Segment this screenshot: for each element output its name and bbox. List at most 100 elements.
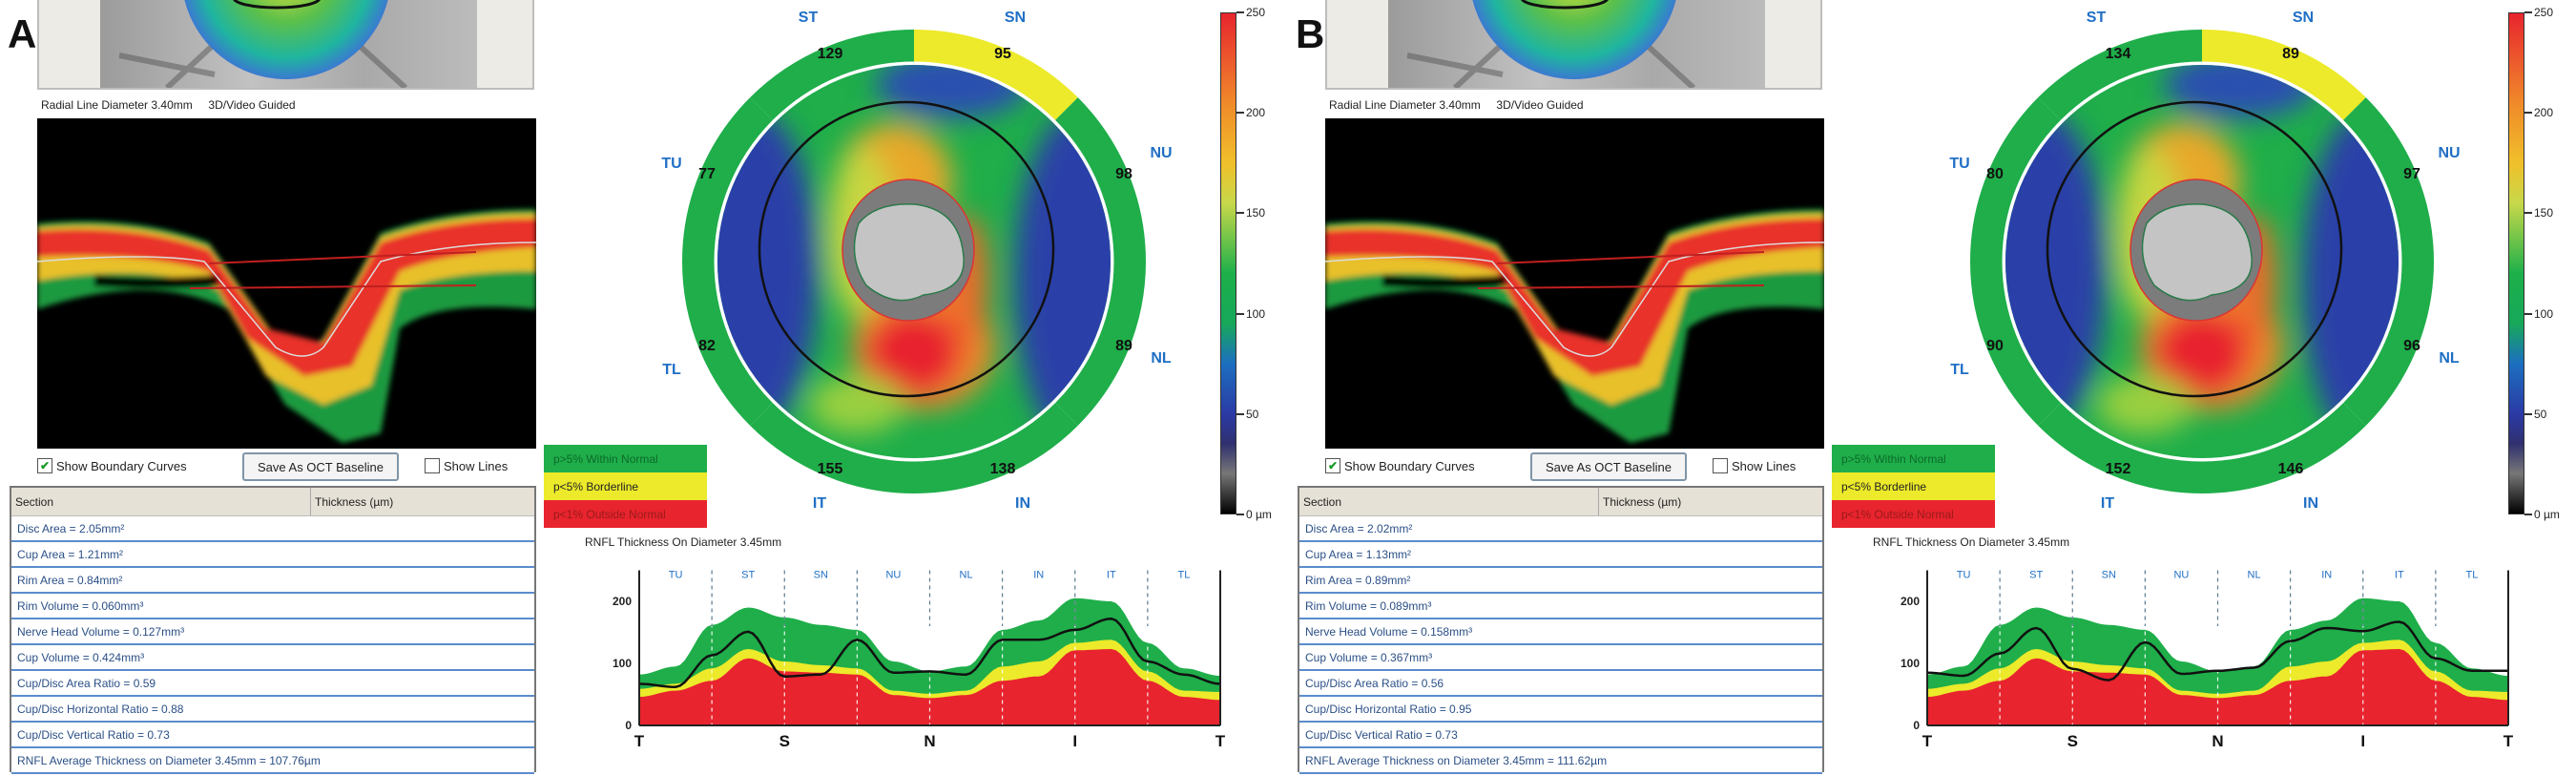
sector-value-tu: 77 [698,166,716,182]
section-label-st: ST [2029,569,2043,580]
table-row[interactable]: Rim Volume = 0.089mm³ [1299,594,1822,619]
sector-tu-band [682,97,775,262]
checkbox-unchecked-icon[interactable] [1713,458,1728,473]
y-tick-label: 200 [613,595,632,608]
normative-band-p1 [1927,649,2508,725]
x-tick-label: S [2067,732,2078,750]
table-row[interactable]: Cup/Disc Vertical Ratio = 0.73 [1299,723,1822,748]
save-as-oct-baseline-button[interactable]: Save As OCT Baseline [1530,452,1687,481]
y-tick-label: 200 [1901,595,1920,608]
rnfl-thickness-map [1946,0,2462,530]
table-row[interactable]: Rim Area = 0.89mm² [1299,568,1822,594]
show-boundary-curves-checkbox[interactable]: ✔ Show Boundary Curves [1325,458,1475,473]
boundary-curve [37,241,536,357]
sector-sn-band [913,30,1078,122]
show-boundary-curves-label: Show Boundary Curves [56,458,187,473]
sector-label-st: ST [2086,10,2107,26]
scan-caption: Radial Line Diameter 3.40mm 3D/Video Gui… [41,98,296,112]
sector-value-nl: 96 [2403,338,2420,354]
sector-nl-band [2341,261,2434,426]
section-label-nu: NU [2173,569,2189,580]
sector-st-band [750,30,915,122]
sector-value-st: 134 [2105,46,2131,62]
show-lines-label: Show Lines [1732,458,1797,473]
sector-it-band [2038,401,2203,493]
table-row[interactable]: Disc Area = 2.05mm² [11,516,534,542]
table-header: Section Thickness (µm) [11,488,534,516]
sector-value-tl: 90 [1986,338,2004,354]
show-boundary-curves-checkbox[interactable]: ✔ Show Boundary Curves [37,458,187,473]
column-header-section: Section [1299,488,1599,515]
table-row[interactable]: RNFL Average Thickness on Diameter 3.45m… [1299,748,1822,774]
sector-value-it: 155 [817,461,843,477]
disc-outline [233,0,321,10]
show-lines-checkbox[interactable]: Show Lines [425,458,508,473]
sector-value-it: 152 [2105,461,2131,477]
measured-thickness-line [1926,620,2508,682]
section-label-it: IT [2395,569,2404,580]
x-tick-label: N [2212,732,2223,750]
legend-item: p>5% Within Normal [1832,445,1995,472]
thickness-heatmap [717,65,1111,458]
significance-legend: p>5% Within Normal p<5% Borderline p<1% Ou… [544,445,707,528]
checkbox-unchecked-icon[interactable] [425,458,440,473]
sector-label-nu: NU [2438,145,2461,161]
measured-thickness-line [638,617,1221,688]
column-header-thickness: Thickness (µm) [1603,494,1682,509]
show-lines-checkbox[interactable]: Show Lines [1713,458,1796,473]
x-tick-label: T [1922,732,1933,750]
x-tick-label: S [779,732,790,750]
ring-divider [2002,61,2402,462]
table-row[interactable]: Cup Area = 1.13mm² [1299,542,1822,568]
sector-label-in: IN [1015,495,1030,512]
table-row[interactable]: Cup/Disc Area Ratio = 0.56 [1299,671,1822,697]
x-tick-label: T [634,732,645,750]
panel-a: A Radial Line Diameter 3.40mm 3D/Video Gu… [0,0,1288,774]
colorbar-tick-label: 50 [1246,407,1259,421]
sector-label-it: IT [2100,495,2115,512]
table-row[interactable]: RNFL Average Thickness on Diameter 3.45m… [11,748,534,774]
thickness-colorbar [1220,12,1236,514]
section-label-tu: TU [1957,569,1971,580]
y-tick-label: 0 [1913,719,1920,732]
table-row[interactable]: Disc Area = 2.02mm² [1299,516,1822,542]
table-row[interactable]: Nerve Head Volume = 0.158mm³ [1299,619,1822,645]
rnfl-thickness-map [658,0,1174,530]
checkbox-checked-icon[interactable]: ✔ [1325,458,1340,473]
table-row[interactable]: Cup/Disc Horizontal Ratio = 0.95 [1299,697,1822,723]
table-row[interactable]: Cup Area = 1.21mm² [11,542,534,568]
colorbar-tick-label: 50 [2534,407,2547,421]
sector-nu-band [2341,97,2434,262]
section-label-nl: NL [960,569,973,580]
save-as-oct-baseline-button[interactable]: Save As OCT Baseline [242,452,399,481]
ring-divider [714,61,1114,462]
table-row[interactable]: Cup Volume = 0.367mm³ [1299,645,1822,671]
colorbar-tick [1236,514,1244,515]
chart-title: RNFL Thickness On Diameter 3.45mm [1873,535,2070,549]
colorbar-tick [1236,11,1244,13]
panel-label: B [1296,11,1325,56]
colorbar-tick-label: 0 µm [2534,508,2560,521]
panel-label: A [8,11,37,56]
table-row[interactable]: Rim Area = 0.84mm² [11,568,534,594]
table-row[interactable]: Cup/Disc Area Ratio = 0.59 [11,671,534,697]
colorbar-tick-label: 200 [1246,106,1266,120]
fundus-image [100,0,477,88]
legend-item: p>5% Within Normal [544,445,707,472]
sector-value-nl: 89 [1115,338,1132,354]
table-row[interactable]: Cup/Disc Horizontal Ratio = 0.88 [11,697,534,723]
colorbar-tick-label: 150 [2534,206,2554,220]
table-row[interactable]: Rim Volume = 0.060mm³ [11,594,534,619]
sector-nl-band [1053,261,1146,426]
table-row[interactable]: Cup Volume = 0.424mm³ [11,645,534,671]
colorbar-tick-label: 250 [2534,6,2554,19]
colorbar-tick [2524,312,2532,315]
checkbox-checked-icon[interactable]: ✔ [37,458,52,473]
fundus-image-frame [1325,0,1822,90]
table-row[interactable]: Nerve Head Volume = 0.127mm³ [11,619,534,645]
boundary-curve [1325,241,1824,357]
table-row[interactable]: Cup/Disc Vertical Ratio = 0.73 [11,723,534,748]
sector-value-sn: 95 [994,46,1011,62]
rnfl-profile-chart: TU ST SN NU NL IN IT TL 200 100 0 T S N I T [572,554,1231,776]
sector-label-in: IN [2303,495,2318,512]
